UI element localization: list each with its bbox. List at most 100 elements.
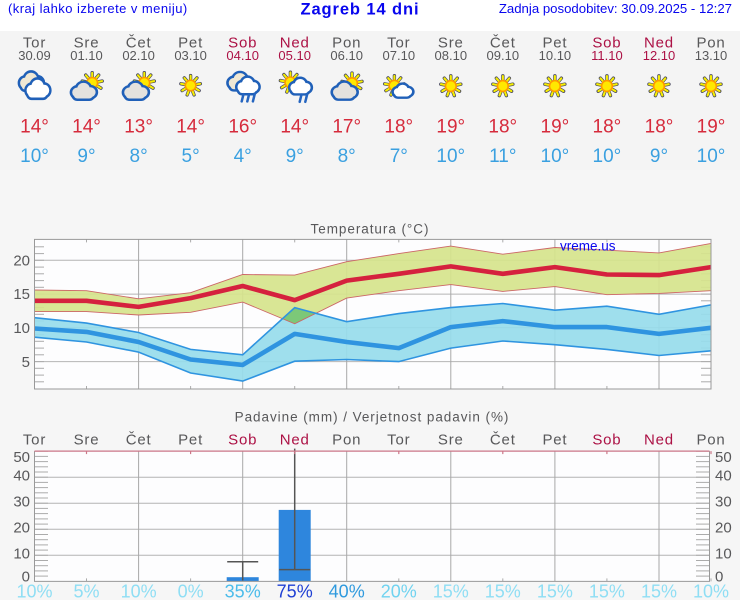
svg-text:Zadnja posodobitev: 30.09.2025: Zadnja posodobitev: 30.09.2025 - 12:27 <box>499 1 732 16</box>
svg-text:10.10: 10.10 <box>539 48 572 63</box>
svg-text:Ned: Ned <box>644 432 674 449</box>
svg-text:Tor: Tor <box>387 35 410 52</box>
svg-text:50: 50 <box>13 449 30 466</box>
svg-text:15%: 15% <box>537 582 573 600</box>
svg-text:09.10: 09.10 <box>487 48 520 63</box>
svg-text:40: 40 <box>13 467 30 484</box>
svg-text:Čet: Čet <box>490 432 516 449</box>
svg-text:Pet: Pet <box>178 432 203 449</box>
svg-text:14°: 14° <box>280 117 309 138</box>
svg-text:Pon: Pon <box>696 35 725 52</box>
svg-text:20: 20 <box>13 520 30 537</box>
svg-text:19°: 19° <box>436 117 465 138</box>
svg-text:18°: 18° <box>384 117 413 138</box>
svg-text:Padavine (mm) / Verjetnost pad: Padavine (mm) / Verjetnost padavin (%) <box>235 410 510 425</box>
svg-text:vreme.us: vreme.us <box>560 239 616 254</box>
svg-text:14°: 14° <box>20 117 49 138</box>
svg-text:Ned: Ned <box>280 35 310 52</box>
svg-text:50: 50 <box>715 449 732 466</box>
svg-text:40%: 40% <box>329 582 365 600</box>
svg-text:0: 0 <box>715 569 723 586</box>
svg-text:12.10: 12.10 <box>643 48 676 63</box>
svg-text:07.10: 07.10 <box>383 48 416 63</box>
svg-text:18°: 18° <box>488 117 517 138</box>
svg-text:Pon: Pon <box>332 35 361 52</box>
svg-text:Pon: Pon <box>332 432 361 449</box>
svg-text:5%: 5% <box>73 582 99 600</box>
svg-text:01.10: 01.10 <box>70 48 103 63</box>
svg-text:11°: 11° <box>489 146 516 167</box>
svg-text:Tor: Tor <box>387 432 410 449</box>
svg-text:10: 10 <box>13 320 30 337</box>
svg-text:30: 30 <box>13 493 30 510</box>
svg-text:10°: 10° <box>541 146 570 167</box>
svg-text:Čet: Čet <box>490 35 516 52</box>
svg-text:Sre: Sre <box>438 35 464 52</box>
svg-text:20%: 20% <box>381 582 417 600</box>
svg-text:03.10: 03.10 <box>174 48 207 63</box>
svg-text:9°: 9° <box>286 146 304 167</box>
svg-text:15%: 15% <box>589 582 625 600</box>
svg-text:Sob: Sob <box>228 432 257 449</box>
svg-text:06.10: 06.10 <box>330 48 363 63</box>
svg-text:Pet: Pet <box>542 432 567 449</box>
svg-text:Tor: Tor <box>23 432 46 449</box>
svg-text:40: 40 <box>715 467 732 484</box>
svg-text:15%: 15% <box>485 582 521 600</box>
svg-text:18°: 18° <box>645 117 674 138</box>
svg-text:10°: 10° <box>593 146 622 167</box>
svg-text:4°: 4° <box>234 146 252 167</box>
svg-text:Ned: Ned <box>280 432 310 449</box>
svg-text:Pet: Pet <box>178 35 203 52</box>
svg-text:Sre: Sre <box>74 35 100 52</box>
svg-text:Sob: Sob <box>228 35 257 52</box>
svg-text:19°: 19° <box>541 117 570 138</box>
svg-text:9°: 9° <box>650 146 668 167</box>
svg-text:15%: 15% <box>433 582 469 600</box>
svg-text:15%: 15% <box>641 582 677 600</box>
svg-text:16°: 16° <box>228 117 257 138</box>
svg-text:Sob: Sob <box>592 432 621 449</box>
svg-text:0: 0 <box>22 569 30 586</box>
svg-text:19°: 19° <box>697 117 726 138</box>
svg-text:8°: 8° <box>130 146 148 167</box>
svg-text:05.10: 05.10 <box>278 48 311 63</box>
svg-text:14°: 14° <box>176 117 205 138</box>
svg-text:9°: 9° <box>77 146 95 167</box>
svg-text:30.09: 30.09 <box>18 48 51 63</box>
svg-text:30: 30 <box>715 493 732 510</box>
svg-text:15: 15 <box>13 286 30 303</box>
svg-text:8°: 8° <box>338 146 356 167</box>
svg-text:Temperatura (°C): Temperatura (°C) <box>311 222 430 237</box>
svg-text:0%: 0% <box>178 582 204 600</box>
svg-text:10%: 10% <box>16 582 52 600</box>
svg-text:10°: 10° <box>436 146 465 167</box>
svg-text:11.10: 11.10 <box>591 48 623 63</box>
svg-text:Tor: Tor <box>23 35 46 52</box>
svg-text:02.10: 02.10 <box>122 48 155 63</box>
svg-text:18°: 18° <box>593 117 622 138</box>
svg-text:17°: 17° <box>332 117 361 138</box>
svg-text:20: 20 <box>715 520 732 537</box>
svg-text:13.10: 13.10 <box>695 48 728 63</box>
svg-text:7°: 7° <box>390 146 408 167</box>
svg-text:10%: 10% <box>121 582 157 600</box>
svg-text:(kraj lahko izberete v meniju): (kraj lahko izberete v meniju) <box>8 1 188 16</box>
svg-text:Čet: Čet <box>126 432 152 449</box>
svg-text:08.10: 08.10 <box>435 48 468 63</box>
svg-text:5°: 5° <box>182 146 200 167</box>
svg-text:10°: 10° <box>697 146 726 167</box>
svg-text:75%: 75% <box>277 582 313 600</box>
svg-text:Pet: Pet <box>542 35 567 52</box>
svg-text:Čet: Čet <box>126 35 152 52</box>
svg-text:Ned: Ned <box>644 35 674 52</box>
svg-text:Sre: Sre <box>74 432 100 449</box>
svg-text:20: 20 <box>13 253 30 270</box>
svg-text:5: 5 <box>22 354 30 371</box>
svg-text:04.10: 04.10 <box>226 48 259 63</box>
svg-text:10%: 10% <box>693 582 729 600</box>
svg-text:Sob: Sob <box>592 35 621 52</box>
svg-text:10°: 10° <box>20 146 49 167</box>
svg-text:Zagreb 14 dni: Zagreb 14 dni <box>301 1 420 19</box>
svg-text:Sre: Sre <box>438 432 464 449</box>
